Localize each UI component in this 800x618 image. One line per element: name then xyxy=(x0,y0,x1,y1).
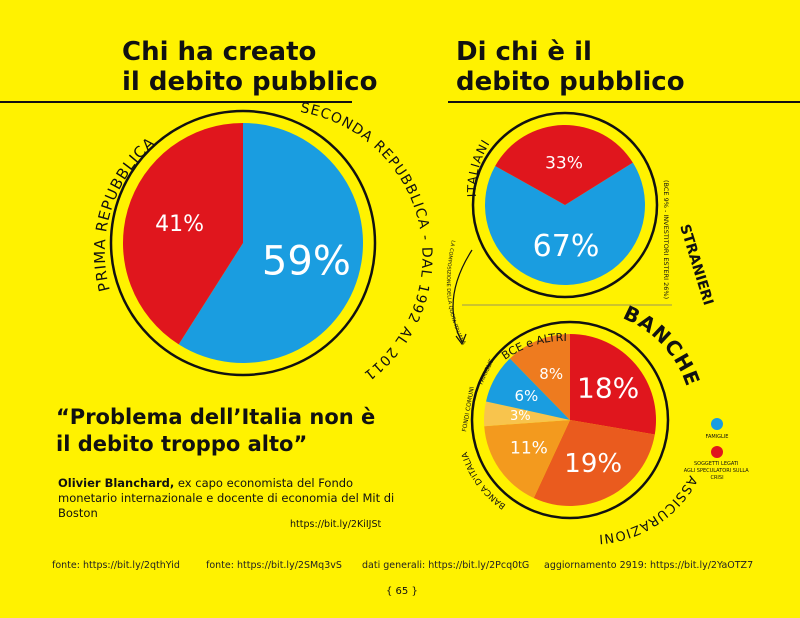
footer-aggiornamento[interactable]: aggiornamento 2919: https://bit.ly/2YaOT… xyxy=(544,560,754,571)
pie2: 67% 33% xyxy=(485,124,645,285)
legend-swatch-soggetti xyxy=(711,446,723,458)
pie3-label-5: 8% xyxy=(539,365,563,383)
pie3-label-4: 6% xyxy=(515,387,539,405)
pie2-ring xyxy=(471,111,659,299)
pie3-label-3: 3% xyxy=(510,409,531,424)
pie2-slice-1 xyxy=(495,124,633,205)
pie1-label-1: 41% xyxy=(155,212,204,237)
left-title: Chi ha creato il debito pubblico xyxy=(122,37,377,97)
pie3-slice-3 xyxy=(483,401,570,427)
footer-fonte1[interactable]: fonte: https://bit.ly/2qthYid xyxy=(52,560,180,571)
right-title-rule xyxy=(448,101,800,103)
quote-link[interactable]: https://bit.ly/2KiIJSt xyxy=(290,519,382,530)
pie3-slice-2 xyxy=(484,420,570,498)
quote-author-desc: ex capo economista del Fondo monetario i… xyxy=(58,476,395,520)
right-title-line2: debito pubblico xyxy=(456,67,685,97)
label-stranieri: STRANIERI xyxy=(676,222,716,307)
pie3-slice-4 xyxy=(486,358,570,420)
pie1-label-0: 59% xyxy=(262,238,351,284)
legend-swatch-famiglie xyxy=(711,418,723,430)
label-stranieri-note: (BCE 9% - INVESTITORI ESTERI 26%) xyxy=(662,180,670,299)
quote: “Problema dell’Italia non è il debito tr… xyxy=(56,405,376,456)
pie3-slice-5 xyxy=(509,334,570,420)
pie3: 18% 19% 11% 3% 6%8% xyxy=(483,334,656,506)
label-composizione: LA COMPOSIZIONE DELLA QUOTA ITALIANA xyxy=(445,240,467,347)
pie3-slice-1 xyxy=(533,420,655,506)
legend-label-soggetti: SOGGETTI LEGATI AGLI SPECULATORI SULLA C… xyxy=(684,461,751,481)
page-number: { 65 } xyxy=(386,586,418,597)
pie1: 59% 41% xyxy=(123,123,363,363)
pie3-label-1: 19% xyxy=(564,449,622,479)
right-title-line1: Di chi è il xyxy=(456,37,592,67)
pie1-slice-1 xyxy=(123,123,243,345)
pie1-slice-0 xyxy=(178,123,363,363)
pie1-ring xyxy=(109,109,377,377)
label-famiglie: FAMIGLIE xyxy=(477,358,495,386)
left-title-rule xyxy=(0,101,352,103)
left-title-line2: il debito pubblico xyxy=(122,67,378,97)
pie3-ring xyxy=(470,320,670,520)
pie3-label-2: 11% xyxy=(510,438,548,458)
pie2-slice-0 xyxy=(485,162,645,285)
composition-arrow xyxy=(452,249,473,343)
footer-fonte2[interactable]: fonte: https://bit.ly/2SMq3vS xyxy=(206,560,342,571)
footer-dati[interactable]: dati generali: https://bit.ly/2Pcq0tG xyxy=(362,560,530,571)
quote-attribution: Olivier Blanchard, ex capo economista de… xyxy=(58,476,398,521)
quote-author: Olivier Blanchard, xyxy=(58,476,175,490)
pie2-label-1: 33% xyxy=(545,153,583,173)
pie2-label-0: 67% xyxy=(533,229,600,264)
pie3-slice-0 xyxy=(570,334,656,435)
right-title: Di chi è il debito pubblico xyxy=(456,37,685,97)
pie3-label-0: 18% xyxy=(577,371,639,404)
composition-arrow-head xyxy=(455,333,467,346)
legend-label-famiglie: FAMIGLIE xyxy=(706,434,729,440)
left-title-line1: Chi ha creato xyxy=(122,37,317,67)
